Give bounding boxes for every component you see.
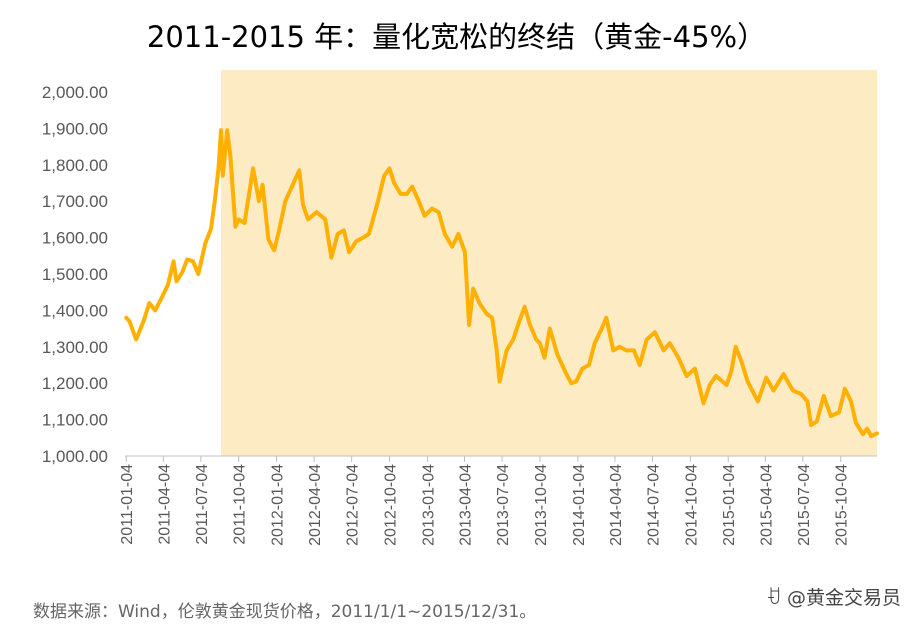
watermark-logo-icon: ꀀ (766, 587, 781, 609)
watermark: ꀀ @黄金交易员 (766, 583, 901, 610)
y-tick-label: 1,400.00 (42, 301, 108, 320)
x-tick-label: 2015-01-04 (721, 464, 738, 546)
x-tick-label: 2014-10-04 (683, 464, 700, 546)
y-tick-label: 1,700.00 (42, 192, 108, 211)
y-axis: 1,000.00 1,100.00 1,200.00 1,300.00 1,400.00… (42, 83, 108, 466)
x-tick-label: 2013-10-04 (533, 464, 550, 546)
x-tick-label: 2015-04-04 (758, 464, 775, 546)
y-tick-label: 1,000.00 (42, 447, 108, 466)
y-tick-label: 1,200.00 (42, 374, 108, 393)
x-tick-label: 2014-01-04 (571, 464, 588, 546)
x-axis: 2011-01-04 2011-04-04 2011-07-04 2011-10-04… (119, 456, 851, 546)
source-note: 数据来源：Wind，伦敦黄金现货价格，2011/1/1~2015/12/31。 (33, 602, 537, 622)
x-tick-label: 2012-10-04 (383, 464, 400, 546)
x-tick-label: 2012-07-04 (345, 464, 362, 546)
highlight-band (221, 70, 877, 456)
x-tick-label: 2011-07-04 (194, 464, 211, 545)
x-tick-label: 2011-04-04 (156, 464, 173, 545)
x-tick-label: 2013-01-04 (420, 464, 437, 546)
y-tick-label: 1,100.00 (42, 411, 108, 430)
y-tick-label: 1,300.00 (42, 338, 108, 357)
y-tick-label: 1,900.00 (42, 119, 108, 138)
x-tick-label: 2013-04-04 (458, 464, 475, 546)
x-tick-label: 2014-07-04 (645, 464, 662, 546)
gold-price-series-line (124, 128, 879, 438)
x-tick-label: 2012-04-04 (307, 464, 324, 546)
x-tick-label: 2015-07-04 (796, 464, 813, 546)
y-tick-label: 1,800.00 (42, 156, 108, 175)
watermark-text: @黄金交易员 (786, 587, 901, 609)
y-tick-label: 2,000.00 (42, 83, 108, 102)
x-tick-label: 2012-01-04 (270, 464, 287, 546)
y-tick-label: 1,600.00 (42, 229, 108, 248)
x-tick-label: 2011-10-04 (232, 464, 249, 545)
x-tick-label: 2015-10-04 (834, 464, 851, 546)
x-tick-label: 2014-04-04 (608, 464, 625, 546)
y-tick-label: 1,500.00 (42, 265, 108, 284)
x-tick-label: 2011-01-04 (119, 464, 136, 545)
x-tick-label: 2013-07-04 (495, 464, 512, 546)
chart-title: 2011-2015 年：量化宽松的终结（黄金-45%） (146, 20, 767, 54)
